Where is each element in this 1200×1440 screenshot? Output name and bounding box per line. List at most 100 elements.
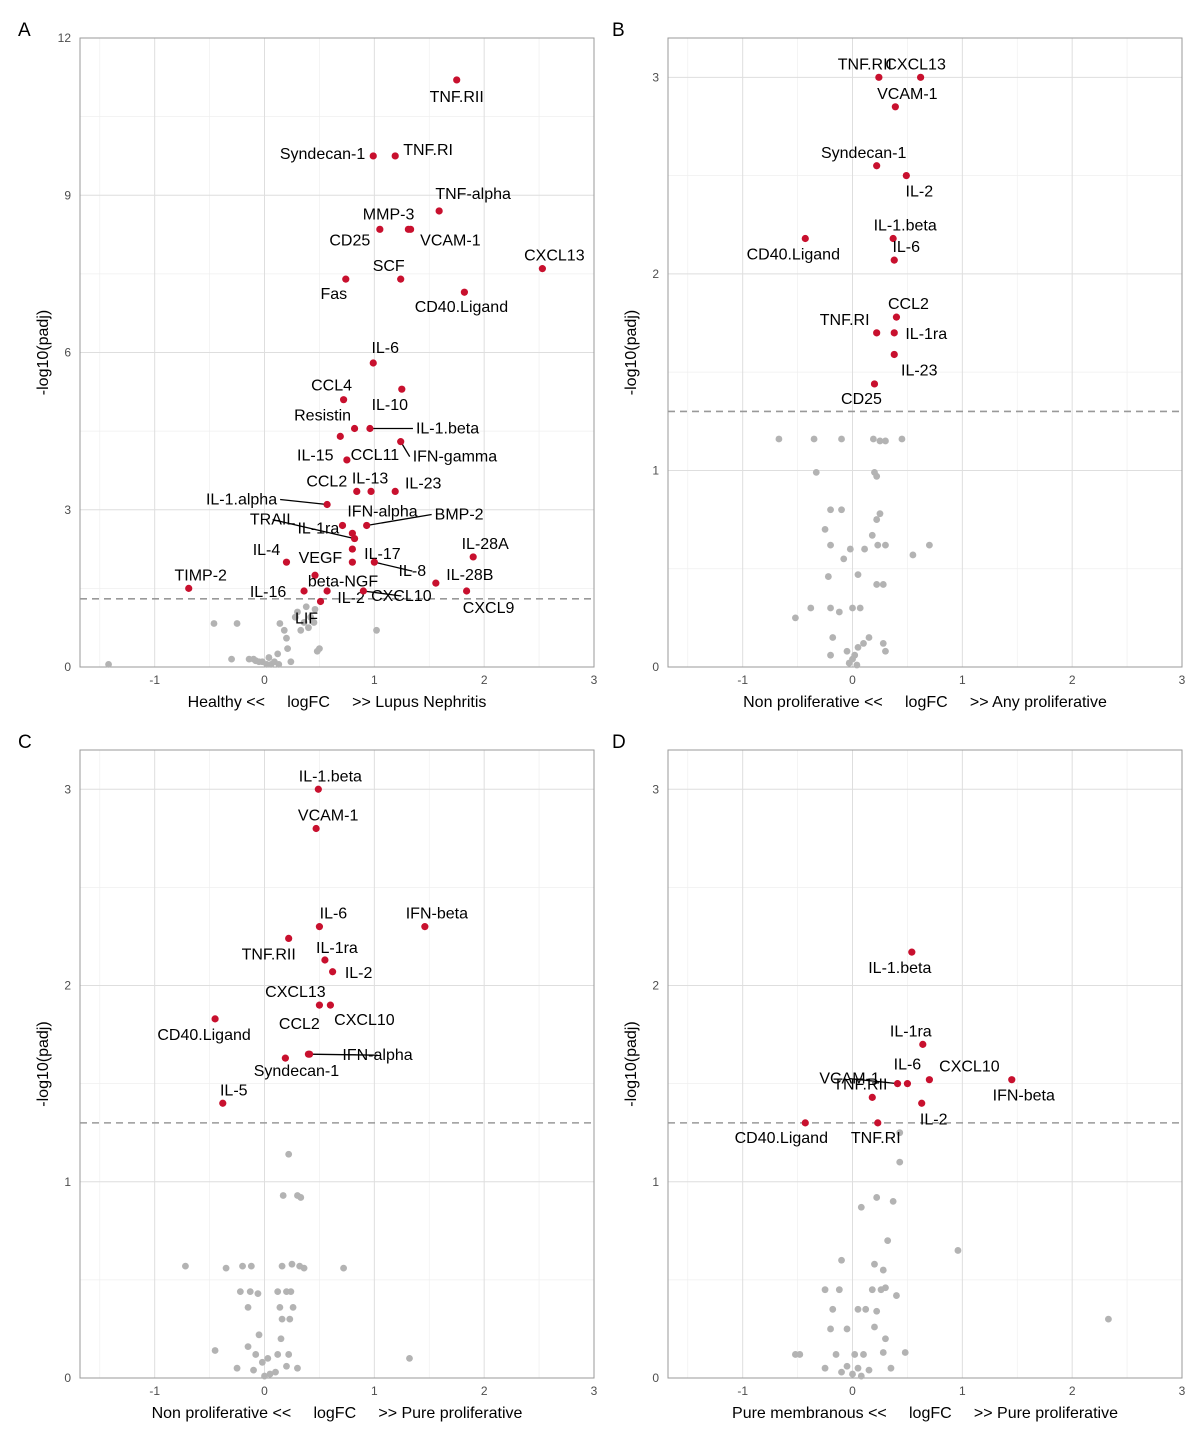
x-tick-label: 2 xyxy=(1069,673,1076,687)
nonsignificant-point xyxy=(873,472,881,480)
nonsignificant-point xyxy=(807,604,815,612)
point-label: VCAM-1 xyxy=(819,1071,880,1088)
significant-point xyxy=(460,288,469,296)
nonsignificant-point xyxy=(276,620,284,627)
nonsignificant-point xyxy=(849,604,856,612)
nonsignificant-point xyxy=(887,1364,895,1372)
point-label: IL-1.beta xyxy=(416,421,479,438)
point-label: IL-2 xyxy=(906,184,934,201)
plot-frame xyxy=(667,37,1183,668)
x-tick-label: 3 xyxy=(591,673,598,687)
nonsignificant-point xyxy=(854,643,862,651)
nonsignificant-point xyxy=(105,660,112,668)
nonsignificant-point xyxy=(857,1372,865,1380)
nonsignificant-point xyxy=(838,1368,845,1376)
x-axis-title: Non proliferative << logFC >> Pure proli… xyxy=(152,1405,523,1422)
y-tick-label: 3 xyxy=(652,70,659,84)
significant-point xyxy=(329,968,337,976)
x-axis-title: Non proliferative << logFC >> Any prolif… xyxy=(743,694,1107,711)
nonsignificant-point xyxy=(873,581,881,588)
nonsignificant-point xyxy=(824,573,832,580)
point-label: VCAM-1 xyxy=(877,86,938,103)
point-label: CCL2 xyxy=(306,473,347,490)
nonsignificant-point xyxy=(244,1303,252,1311)
y-tick-label: 2 xyxy=(64,979,71,993)
significant-point xyxy=(315,923,324,931)
point-label: VCAM-1 xyxy=(420,232,481,249)
x-tick-label: -1 xyxy=(149,1384,160,1398)
nonsignificant-point xyxy=(925,541,933,549)
point-label: BMP-2 xyxy=(435,506,484,523)
nonsignificant-point xyxy=(254,1290,262,1298)
point-label: VEGF xyxy=(299,550,343,567)
nonsignificant-point xyxy=(821,1364,829,1372)
point-label: CCL4 xyxy=(311,378,352,395)
nonsignificant-point xyxy=(294,1364,301,1372)
nonsignificant-point xyxy=(246,1288,254,1296)
nonsignificant-point xyxy=(274,1351,282,1358)
nonsignificant-point xyxy=(868,531,876,539)
point-label: IL-5 xyxy=(220,1082,248,1099)
nonsignificant-point xyxy=(871,1323,878,1331)
nonsignificant-point xyxy=(1105,1315,1112,1323)
significant-point xyxy=(353,487,361,496)
point-label: TNF.RII xyxy=(838,56,892,73)
point-label: MMP-3 xyxy=(363,206,415,223)
significant-point xyxy=(350,534,359,543)
nonsignificant-point xyxy=(274,650,282,658)
nonsignificant-point xyxy=(868,1286,876,1294)
nonsignificant-point xyxy=(284,645,291,653)
significant-point xyxy=(917,73,925,81)
label-leader-line xyxy=(366,513,432,527)
nonsignificant-point xyxy=(274,1288,282,1296)
y-tick-label: 1 xyxy=(652,1175,659,1189)
x-tick-label: -1 xyxy=(149,673,160,687)
point-label: CXCL13 xyxy=(885,56,946,73)
point-label: IL-28B xyxy=(446,567,493,584)
significant-point xyxy=(868,1093,876,1101)
nonsignificant-point xyxy=(307,613,315,621)
significant-point xyxy=(890,350,898,359)
significant-point xyxy=(391,487,399,496)
significant-point xyxy=(801,1119,809,1127)
nonsignificant-point xyxy=(252,657,260,665)
y-tick-label: 0 xyxy=(64,660,71,674)
nonsignificant-point xyxy=(854,1364,862,1372)
nonsignificant-point xyxy=(893,1292,900,1299)
significant-point xyxy=(348,558,356,566)
significant-point xyxy=(376,225,384,233)
y-tick-label: 0 xyxy=(652,1371,659,1385)
point-label: CD40.Ligand xyxy=(735,1130,828,1147)
y-axis-title: -log10(padj) xyxy=(623,310,640,395)
significant-point xyxy=(281,1054,289,1062)
y-tick-label: 0 xyxy=(652,660,659,674)
nonsignificant-point xyxy=(211,1347,219,1354)
point-label: IL-1.beta xyxy=(874,217,937,234)
nonsignificant-point xyxy=(879,640,887,647)
point-label: TNF.RI xyxy=(403,142,453,159)
nonsignificant-point xyxy=(821,1286,829,1294)
nonsignificant-point xyxy=(283,1362,290,1370)
nonsignificant-point xyxy=(255,1331,263,1339)
nonsignificant-point xyxy=(283,634,290,642)
x-tick-label: 1 xyxy=(371,1384,378,1398)
point-label: LIF xyxy=(295,610,318,627)
nonsignificant-point xyxy=(838,506,845,514)
nonsignificant-point xyxy=(896,1158,904,1166)
x-tick-label: 1 xyxy=(959,1384,966,1398)
label-leader-line xyxy=(374,561,413,572)
significant-point xyxy=(873,329,881,337)
point-label: TRAIL xyxy=(250,512,295,529)
nonsignificant-point xyxy=(829,1305,837,1313)
nonsignificant-point xyxy=(873,1307,881,1315)
significant-point xyxy=(918,1099,926,1107)
y-axis-title: -log10(padj) xyxy=(623,1021,640,1106)
significant-point xyxy=(397,275,405,283)
x-tick-label: 3 xyxy=(591,1384,598,1398)
nonsignificant-point xyxy=(287,1288,295,1296)
nonsignificant-point xyxy=(876,437,884,445)
y-tick-label: 2 xyxy=(652,979,659,993)
significant-point xyxy=(462,587,471,595)
